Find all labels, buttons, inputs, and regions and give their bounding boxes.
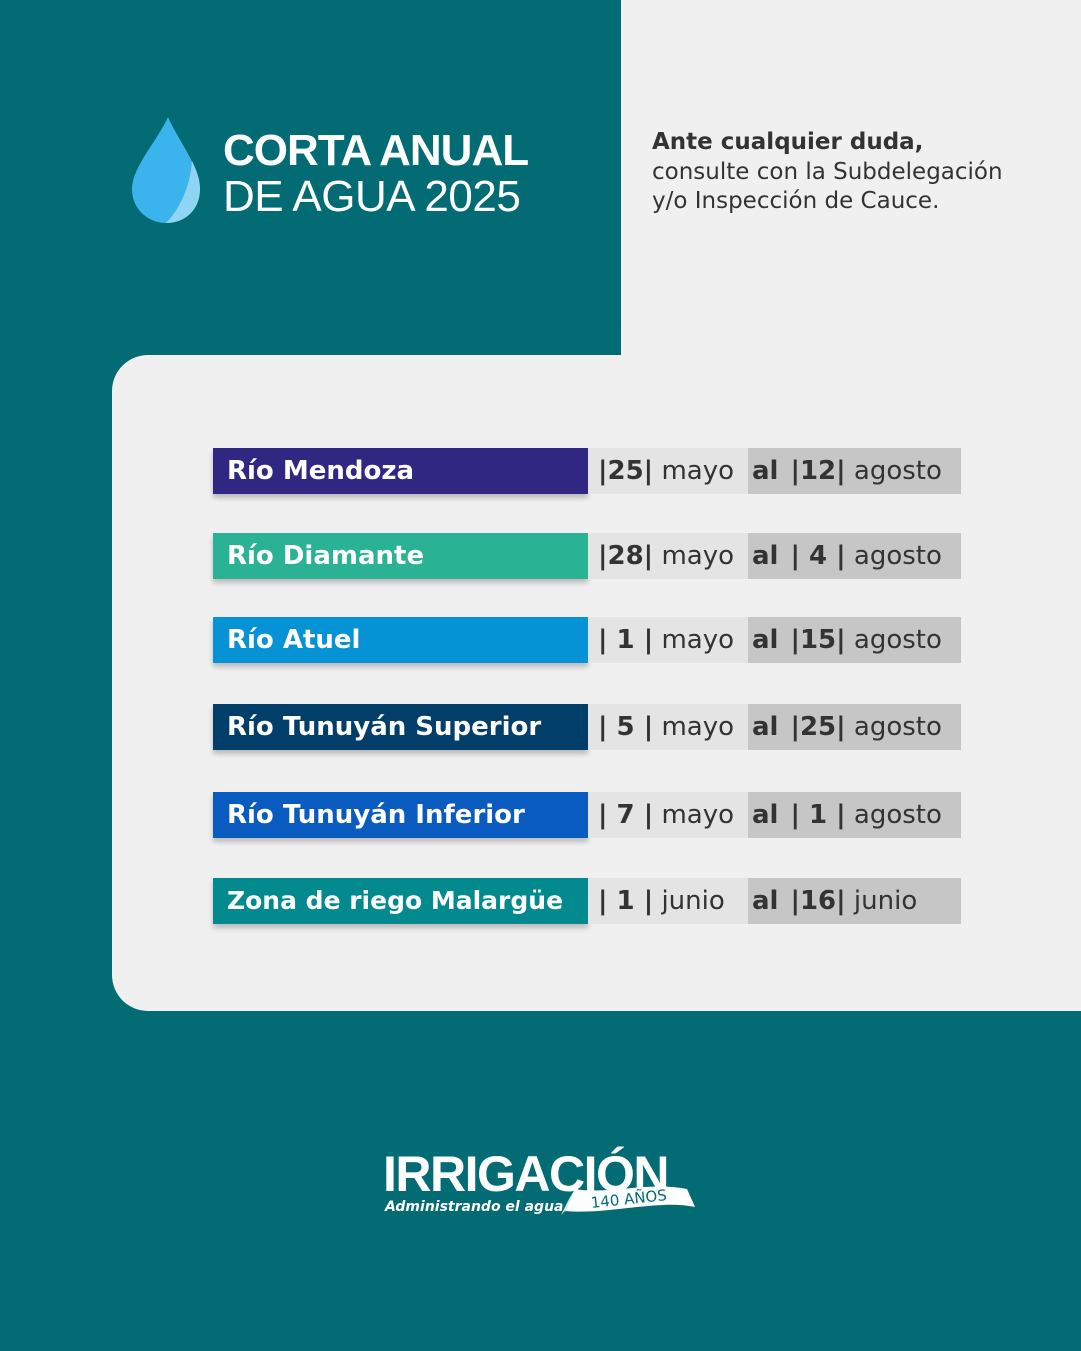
end-month: junio xyxy=(853,886,918,916)
end-date: al | 4 | agosto xyxy=(748,533,961,579)
start-date: |25| mayo xyxy=(588,448,748,494)
start-month: mayo xyxy=(661,456,735,486)
end-day: | 4 | xyxy=(790,541,846,571)
page-title: CORTA ANUAL DE AGUA 2025 xyxy=(223,126,529,221)
start-month: junio xyxy=(661,886,725,916)
end-day: |15| xyxy=(790,625,846,655)
start-month: mayo xyxy=(661,800,735,830)
schedule-row-rio-tunuyan-superior: Río Tunuyán Superior | 5 | mayo al |25| a… xyxy=(213,704,961,750)
start-day: | 5 | xyxy=(598,712,654,742)
start-day: |25| xyxy=(598,456,654,486)
start-date: | 1 | junio xyxy=(588,878,748,924)
title-line-1: CORTA ANUAL xyxy=(223,126,529,175)
al-label: al xyxy=(752,886,779,916)
end-date: al |12| agosto xyxy=(748,448,961,494)
start-day: | 1 | xyxy=(598,886,654,916)
schedule-row-rio-diamante: Río Diamante |28| mayo al | 4 | agosto xyxy=(213,533,961,579)
end-month: agosto xyxy=(853,625,942,655)
start-date: | 5 | mayo xyxy=(588,704,748,750)
note-line-3: y/o Inspección de Cauce. xyxy=(652,188,940,214)
al-label: al xyxy=(752,625,779,655)
al-label: al xyxy=(752,456,779,486)
start-date: | 7 | mayo xyxy=(588,792,748,838)
river-name: Río Atuel xyxy=(213,617,588,663)
start-month: mayo xyxy=(661,712,735,742)
end-date: al |25| agosto xyxy=(748,704,961,750)
schedule-row-zona-malargue: Zona de riego Malargüe | 1 | junio al |16… xyxy=(213,878,961,924)
end-month: agosto xyxy=(853,456,942,486)
end-day: |16| xyxy=(790,886,846,916)
note-line-2: consulte con la Subdelegación xyxy=(652,158,1003,185)
river-name: Río Diamante xyxy=(213,533,588,579)
end-month: agosto xyxy=(853,712,942,742)
water-drop-icon xyxy=(132,117,200,223)
start-day: |28| xyxy=(598,541,654,571)
start-day: | 1 | xyxy=(598,625,654,655)
contact-note: Ante cualquier duda, consulte con la Sub… xyxy=(652,128,1003,217)
end-day: |25| xyxy=(790,712,846,742)
start-month: mayo xyxy=(661,541,735,571)
end-month: agosto xyxy=(853,800,942,830)
al-label: al xyxy=(752,712,779,742)
end-date: al |16| junio xyxy=(748,878,961,924)
river-name: Río Tunuyán Superior xyxy=(213,704,588,750)
start-date: |28| mayo xyxy=(588,533,748,579)
schedule-row-rio-mendoza: Río Mendoza |25| mayo al |12| agosto xyxy=(213,448,961,494)
end-date: al |15| agosto xyxy=(748,617,961,663)
irrigacion-logo: IRRIGACIÓN Administrando el agua 140 AÑO… xyxy=(383,1147,703,1222)
al-label: al xyxy=(752,541,779,571)
end-day: | 1 | xyxy=(790,800,846,830)
schedule-row-rio-atuel: Río Atuel | 1 | mayo al |15| agosto xyxy=(213,617,961,663)
title-line-2: DE AGUA 2025 xyxy=(223,172,521,221)
schedule-row-rio-tunuyan-inferior: Río Tunuyán Inferior | 7 | mayo al | 1 | … xyxy=(213,792,961,838)
start-date: | 1 | mayo xyxy=(588,617,748,663)
river-name: Río Tunuyán Inferior xyxy=(213,792,588,838)
note-line-1: Ante cualquier duda, xyxy=(652,129,924,155)
river-name: Río Mendoza xyxy=(213,448,588,494)
start-month: mayo xyxy=(661,625,735,655)
end-day: |12| xyxy=(790,456,846,486)
end-month: agosto xyxy=(853,541,942,571)
start-day: | 7 | xyxy=(598,800,654,830)
end-date: al | 1 | agosto xyxy=(748,792,961,838)
top-right-background xyxy=(621,0,1081,360)
anniversary-ribbon-icon: 140 AÑOS xyxy=(561,1185,695,1215)
river-name: Zona de riego Malargüe xyxy=(213,878,588,924)
anniversary-label: 140 AÑOS xyxy=(590,1185,668,1212)
logo-tagline: Administrando el agua xyxy=(385,1199,564,1215)
al-label: al xyxy=(752,800,779,830)
header-block xyxy=(0,0,621,355)
